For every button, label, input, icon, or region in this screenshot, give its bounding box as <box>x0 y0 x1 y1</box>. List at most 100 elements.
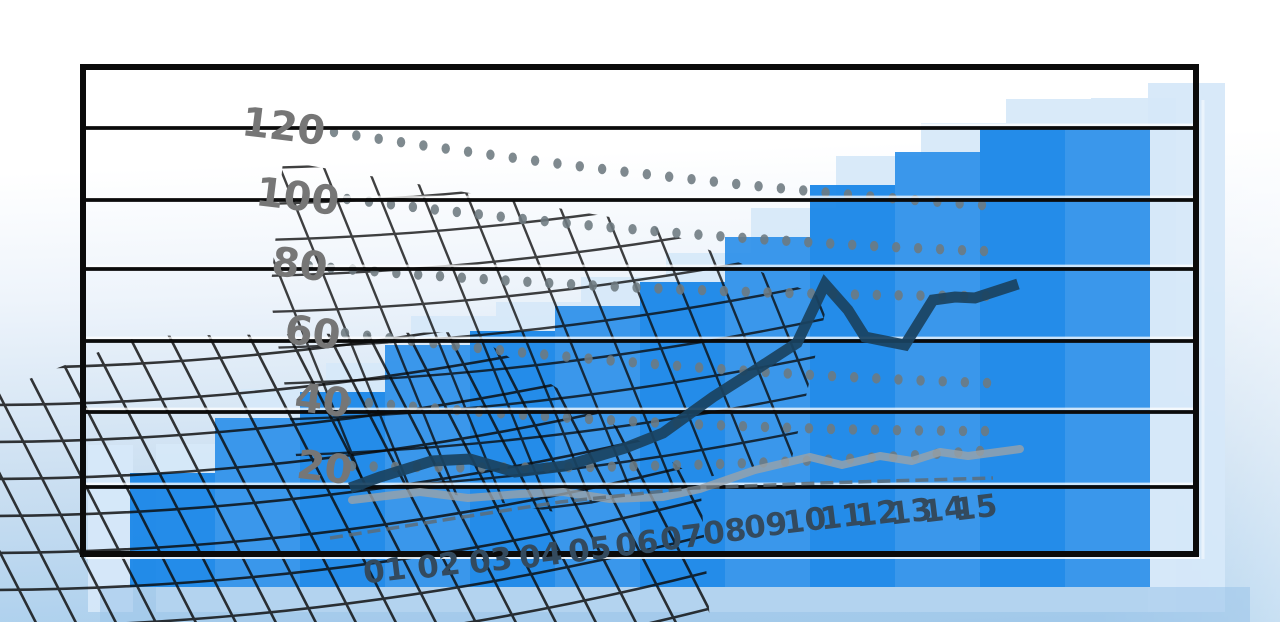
guide-dot <box>913 243 923 254</box>
mesh-line-steep <box>278 332 457 622</box>
guide-dot <box>799 185 808 196</box>
guide-dot <box>763 287 772 298</box>
guide-dot <box>413 269 423 280</box>
x-axis-label: 03 <box>467 541 514 582</box>
guide-dot <box>741 286 750 297</box>
y-axis-label: 80 <box>269 239 330 291</box>
guide-dot <box>694 419 704 430</box>
guide-dot <box>848 239 857 251</box>
y-axis-label: 60 <box>282 307 343 359</box>
guide-dot <box>676 284 685 295</box>
guide-dot <box>717 363 726 375</box>
guide-dot <box>495 344 505 356</box>
mesh-line-horizontal <box>270 161 828 170</box>
mesh-line-steep <box>38 332 217 622</box>
guide-dot <box>782 235 791 247</box>
mesh-line-steep <box>358 161 524 512</box>
guide-dot <box>894 290 903 301</box>
guide-dot <box>606 355 615 366</box>
x-axis-label: 15 <box>952 488 999 529</box>
mesh-line-steep <box>0 332 97 622</box>
guide-dot <box>364 397 374 409</box>
guide-dot <box>452 206 462 218</box>
guide-dot <box>738 232 747 244</box>
guide-dot <box>850 289 860 300</box>
guide-dot <box>697 285 707 296</box>
guide-dot <box>606 222 615 233</box>
guide-dot <box>760 421 770 433</box>
guide-dot <box>776 183 786 194</box>
bar <box>1065 127 1150 587</box>
guide-dot <box>628 357 637 368</box>
guide-dot <box>501 275 510 286</box>
guide-dot <box>737 458 746 469</box>
guide-dot <box>632 282 641 293</box>
y-axis-label: 20 <box>294 442 355 494</box>
x-axis-label: 07 <box>658 518 705 559</box>
guide-dot <box>496 211 505 222</box>
guide-dot <box>474 209 483 220</box>
guide-dot <box>566 279 576 290</box>
guide-dot <box>584 220 593 231</box>
guide-dot <box>607 461 617 472</box>
mesh-line-horizontal <box>0 332 710 370</box>
guide-dot <box>584 353 593 364</box>
guide-dot <box>783 368 792 379</box>
mesh-line-steep <box>318 332 497 622</box>
trend-line <box>329 476 994 540</box>
guide-dot <box>419 140 428 151</box>
y-axis-label: 100 <box>253 169 341 225</box>
guide-dot <box>540 215 549 227</box>
mesh-line-steep <box>0 332 57 622</box>
guide-dot <box>938 376 947 387</box>
guide-dot <box>916 375 925 386</box>
guide-dot <box>782 422 792 433</box>
guide-dot <box>732 178 741 190</box>
guide-dot <box>958 425 968 437</box>
x-axis-label: 01 <box>361 551 408 592</box>
guide-dot <box>553 158 562 169</box>
guide-dot <box>892 424 902 436</box>
guide-dot <box>894 374 903 385</box>
guide-dot <box>869 240 879 252</box>
guide-dot <box>523 276 532 287</box>
shadow-bar <box>1148 83 1225 612</box>
x-axis-label: 12 <box>853 494 900 535</box>
guide-dot <box>457 272 467 283</box>
mesh-line-steep <box>158 332 337 622</box>
bar-highlight-stripe <box>895 152 980 587</box>
guide-dot <box>562 351 571 362</box>
guide-dot <box>650 460 660 471</box>
guide-dot <box>805 369 815 381</box>
mesh-line-steep <box>402 161 568 512</box>
x-axis-label: 05 <box>566 530 613 571</box>
bar <box>980 128 1065 587</box>
x-axis-label: 10 <box>781 501 828 542</box>
guide-dot <box>738 421 748 432</box>
guide-dot <box>754 180 763 192</box>
x-axis-label: 09 <box>742 506 789 547</box>
guide-dot <box>347 460 357 472</box>
guide-dot <box>870 424 880 436</box>
guide-dot <box>435 270 445 282</box>
mesh-line-steep <box>398 332 577 622</box>
guide-dot <box>821 187 830 198</box>
guide-dot <box>545 277 554 289</box>
mesh-line-steep <box>314 161 480 512</box>
mesh-line-horizontal <box>270 161 828 206</box>
guide-dot <box>957 244 967 256</box>
y-axis-label: 40 <box>292 375 353 427</box>
guide-dot <box>760 234 769 245</box>
guide-dot <box>872 373 881 384</box>
mesh-line-steep <box>198 332 377 622</box>
guide-dot <box>386 399 396 411</box>
guide-dot <box>584 413 594 425</box>
guide-dot <box>540 349 549 360</box>
x-axis-label: 13 <box>887 492 934 533</box>
x-axis-label: 14 <box>920 490 967 531</box>
guide-dot <box>849 372 859 383</box>
guide-dot <box>672 460 682 471</box>
guide-dot <box>610 281 619 292</box>
bar <box>130 473 215 587</box>
